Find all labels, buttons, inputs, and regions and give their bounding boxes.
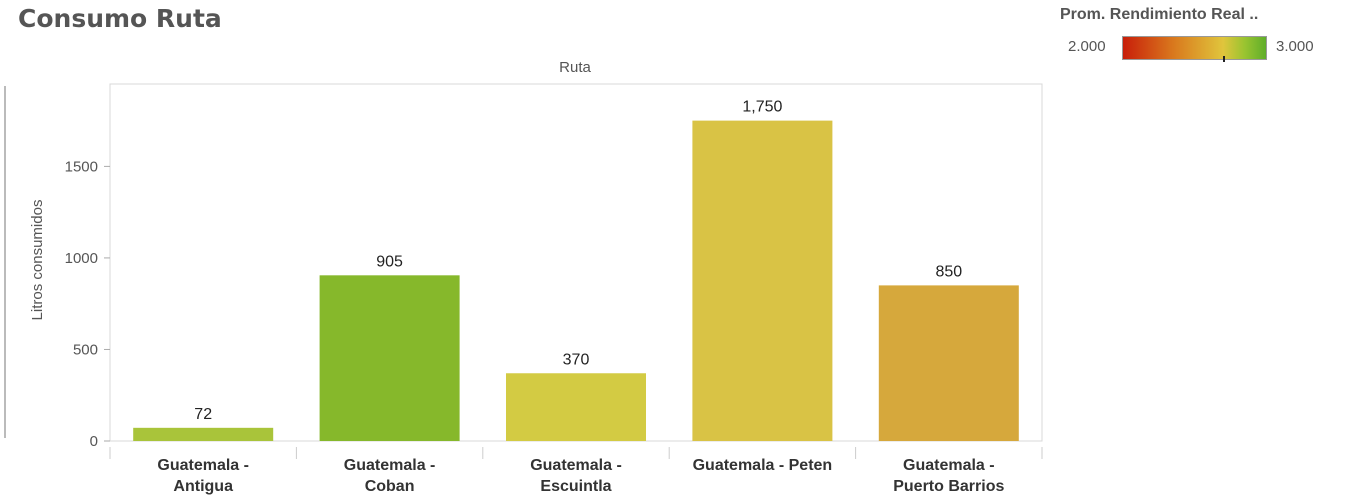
bar-value-label: 72 <box>194 406 212 423</box>
color-legend-title: Prom. Rendimiento Real .. <box>1060 6 1259 23</box>
category-label: Guatemala - Peten <box>693 457 833 474</box>
category-label: Guatemala - <box>903 457 995 474</box>
category-label: Coban <box>365 478 415 495</box>
category-label: Guatemala - <box>530 457 622 474</box>
bar-value-label: 905 <box>376 253 403 270</box>
bar-value-label: 850 <box>935 263 962 280</box>
category-label: Guatemala - <box>344 457 436 474</box>
bar[interactable] <box>506 373 646 441</box>
y-tick-label: 500 <box>73 341 98 358</box>
left-pane-divider <box>4 86 6 438</box>
bar-value-label: 1,750 <box>742 99 782 116</box>
bar[interactable] <box>878 285 1019 441</box>
bar[interactable] <box>692 120 833 441</box>
bar-value-label: 370 <box>563 351 590 368</box>
color-legend-min: 2.000 <box>1068 38 1106 55</box>
category-label: Antigua <box>173 478 233 495</box>
color-legend-gradient[interactable] <box>1122 36 1267 62</box>
y-tick-label: 1000 <box>65 250 98 267</box>
category-label: Puerto Barrios <box>893 478 1004 495</box>
y-tick-label: 0 <box>90 433 98 450</box>
bar[interactable] <box>133 427 274 441</box>
bar[interactable] <box>319 275 460 441</box>
category-label: Guatemala - <box>157 457 249 474</box>
column-header: Ruta <box>559 59 591 76</box>
color-legend-marker <box>1223 56 1225 62</box>
y-tick-label: 1500 <box>65 158 98 175</box>
category-label: Escuintla <box>540 478 611 495</box>
chart-title: Consumo Ruta <box>18 4 222 33</box>
y-axis-label: Litros consumidos <box>29 200 46 321</box>
color-legend-max: 3.000 <box>1276 38 1314 55</box>
